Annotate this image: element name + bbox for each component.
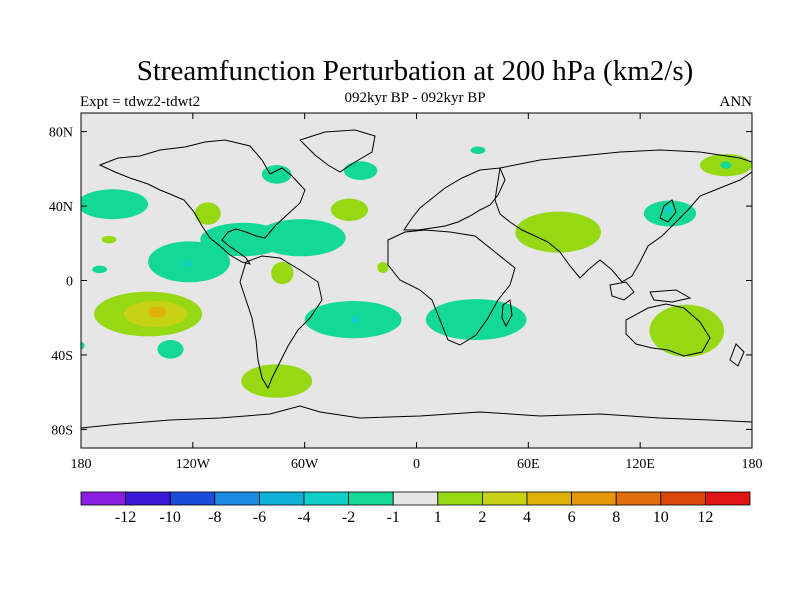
experiment-label: Expt = tdwz2-tdwt2	[80, 94, 200, 110]
colorbar-label: -2	[342, 509, 355, 526]
field-region-japan-core	[664, 206, 672, 214]
coast-europe	[403, 167, 506, 231]
field-region-chile-positive	[241, 364, 313, 398]
colorbar-label: 4	[523, 509, 531, 526]
colorbar-swatch	[125, 491, 171, 506]
colorbar-label: 12	[697, 509, 713, 526]
colorbar-label: -8	[208, 509, 221, 526]
x-tick-label: 0	[413, 457, 420, 472]
colorbar-label: 2	[478, 509, 486, 526]
colorbar-swatch	[303, 491, 349, 506]
field-region-australia-positive	[649, 304, 725, 357]
coast-new-guinea	[649, 289, 692, 303]
field-region-hawaii-negative	[92, 265, 108, 274]
field-region-western-atlantic-negative	[256, 219, 346, 257]
y-tick-label: 40S	[51, 349, 73, 364]
colorbar-label: -1	[387, 509, 400, 526]
colorbar-swatch	[660, 491, 706, 506]
field-region-japan-negative	[643, 200, 697, 227]
x-tick-label: 60W	[291, 457, 319, 472]
colorbar-swatch	[615, 491, 662, 506]
coast-new-zealand	[729, 343, 745, 367]
x-tick-label: 60E	[517, 457, 540, 472]
field-region-greenland-negative	[343, 161, 378, 180]
colorbar-swatch	[80, 491, 126, 506]
coast-antarctica	[81, 405, 752, 429]
colorbar-swatch	[392, 491, 439, 506]
field-region-asia-positive	[515, 211, 602, 253]
season-label: ANN	[720, 94, 753, 110]
colorbar-label: -6	[253, 509, 266, 526]
y-tick-label: 40N	[49, 200, 73, 215]
x-tick-label: 120W	[176, 457, 211, 472]
coast-australia	[625, 303, 711, 357]
colorbar-swatch	[348, 491, 394, 506]
colorbar: -12 -10 -8 -6 -4 -2 -1 1 2 4 6 8 10 12	[80, 491, 751, 526]
field-region-arctic-siberia-negative	[720, 161, 732, 169]
colorbar-label: 10	[653, 509, 669, 526]
field-region-svalbard-negative	[470, 146, 486, 154]
y-tick-label: 80S	[51, 423, 73, 438]
coast-africa	[387, 229, 516, 346]
y-tick-label: 80N	[49, 126, 73, 141]
coast-japan	[659, 199, 677, 223]
field-region-far-southwest-negative	[81, 341, 85, 350]
coast-borneo	[609, 281, 635, 301]
x-tick-label: 180	[71, 457, 92, 472]
time-range-label: 092kyr BP - 092kyr BP	[344, 90, 485, 106]
field-region-north-pacific-negative	[81, 189, 149, 220]
colorbar-label: -12	[115, 509, 136, 526]
colorbar-swatch	[481, 491, 528, 506]
colorbar-swatch	[214, 491, 260, 506]
colorbar-label: 6	[568, 509, 576, 526]
field-region-southern-africa-negative	[425, 299, 527, 341]
x-tick-label: 120E	[625, 457, 655, 472]
colorbar-swatch	[169, 491, 216, 506]
colorbar-swatch	[526, 491, 572, 506]
coastlines	[81, 129, 752, 429]
field-region-mexico-positive	[194, 202, 221, 225]
coast-south-america	[239, 255, 323, 390]
coast-madagascar	[501, 299, 513, 328]
colorbar-swatch	[258, 491, 305, 506]
coast-asia	[494, 149, 752, 283]
field-region-south-pacific-core	[148, 306, 167, 318]
field-region-west-africa-positive	[377, 261, 389, 274]
plot-title: Streamfunction Perturbation at 200 hPa (…	[137, 55, 694, 87]
x-tick-label: 180	[742, 457, 763, 472]
y-tick-label: 0	[66, 275, 73, 290]
colorbar-label: -10	[160, 509, 181, 526]
colorbar-label: 1	[434, 509, 442, 526]
colorbar-swatch	[571, 491, 617, 506]
field-region-amazon-positive	[271, 261, 294, 285]
field-region-south-atlantic-core	[351, 315, 359, 324]
field-region-central-pacific-positive	[101, 235, 117, 244]
coast-greenland	[299, 129, 376, 173]
colorbar-swatch	[437, 491, 483, 506]
colorbar-label: -4	[297, 509, 310, 526]
coast-north-america	[98, 139, 306, 265]
axis-ticks: 180 120W 60W 0 60E 120E 180 80N 40N 0 40S 80S	[49, 113, 763, 472]
colorbar-label: 8	[612, 509, 620, 526]
colorbar-swatch	[705, 491, 751, 506]
field-region-east-pacific-core	[183, 260, 191, 268]
field-region-south-pacific-negative-small	[157, 340, 184, 359]
field-region-north-atlantic-positive	[330, 198, 369, 221]
